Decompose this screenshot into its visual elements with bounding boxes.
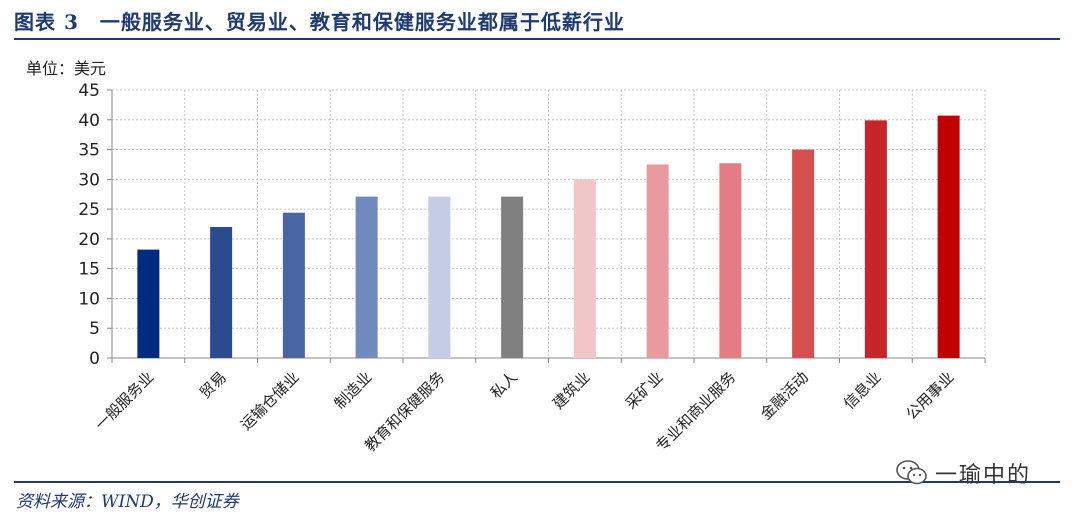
bar-7 bbox=[573, 179, 596, 358]
bar-1 bbox=[137, 249, 160, 358]
bar-12 bbox=[937, 115, 960, 358]
y-tick-label: 45 bbox=[78, 81, 100, 101]
bar-9 bbox=[719, 163, 742, 358]
watermark: 一瑜中的 bbox=[895, 458, 1031, 488]
bar-10 bbox=[792, 149, 815, 358]
y-tick-label: 35 bbox=[78, 141, 100, 161]
x-tick-label: 贸易 bbox=[196, 368, 230, 402]
y-tick-label: 5 bbox=[89, 319, 100, 339]
watermark-text: 一瑜中的 bbox=[935, 463, 1032, 488]
wechat-icon bbox=[896, 460, 927, 485]
bar-11 bbox=[864, 120, 887, 358]
y-tick-label: 25 bbox=[78, 200, 100, 220]
bar-2 bbox=[210, 226, 233, 358]
x-tick-label: 一般服务业 bbox=[91, 368, 157, 434]
x-tick-label: 采矿业 bbox=[622, 368, 667, 413]
y-tick-label: 20 bbox=[78, 230, 100, 250]
y-tick-label: 30 bbox=[78, 170, 100, 190]
y-axis-unit-label: 单位：美元 bbox=[26, 59, 107, 78]
x-tick-label: 运输仓储业 bbox=[237, 368, 303, 434]
y-tick-label: 10 bbox=[78, 289, 100, 309]
bar-3 bbox=[282, 212, 305, 358]
y-tick-label: 0 bbox=[89, 349, 100, 369]
bar-4 bbox=[355, 196, 378, 358]
page-title: 图表 3 一般服务业、贸易业、教育和保健服务业都属于低薪行业 bbox=[14, 10, 625, 34]
bar-8 bbox=[646, 164, 669, 358]
bar-5 bbox=[428, 196, 451, 358]
x-tick-label: 建筑业 bbox=[549, 368, 594, 413]
x-tick-label: 信息业 bbox=[840, 368, 885, 413]
bar-6 bbox=[501, 196, 524, 358]
footer-divider bbox=[14, 481, 1060, 483]
x-tick-label: 公用事业 bbox=[902, 368, 957, 423]
x-tick-label: 金融活动 bbox=[757, 368, 812, 423]
y-tick-label: 40 bbox=[78, 111, 100, 131]
x-tick-label: 私人 bbox=[487, 368, 521, 402]
x-tick-label: 制造业 bbox=[331, 368, 376, 413]
y-tick-label: 15 bbox=[78, 260, 100, 280]
source-note: 资料来源：WIND，华创证券 bbox=[16, 492, 239, 512]
title-divider bbox=[14, 38, 1060, 40]
